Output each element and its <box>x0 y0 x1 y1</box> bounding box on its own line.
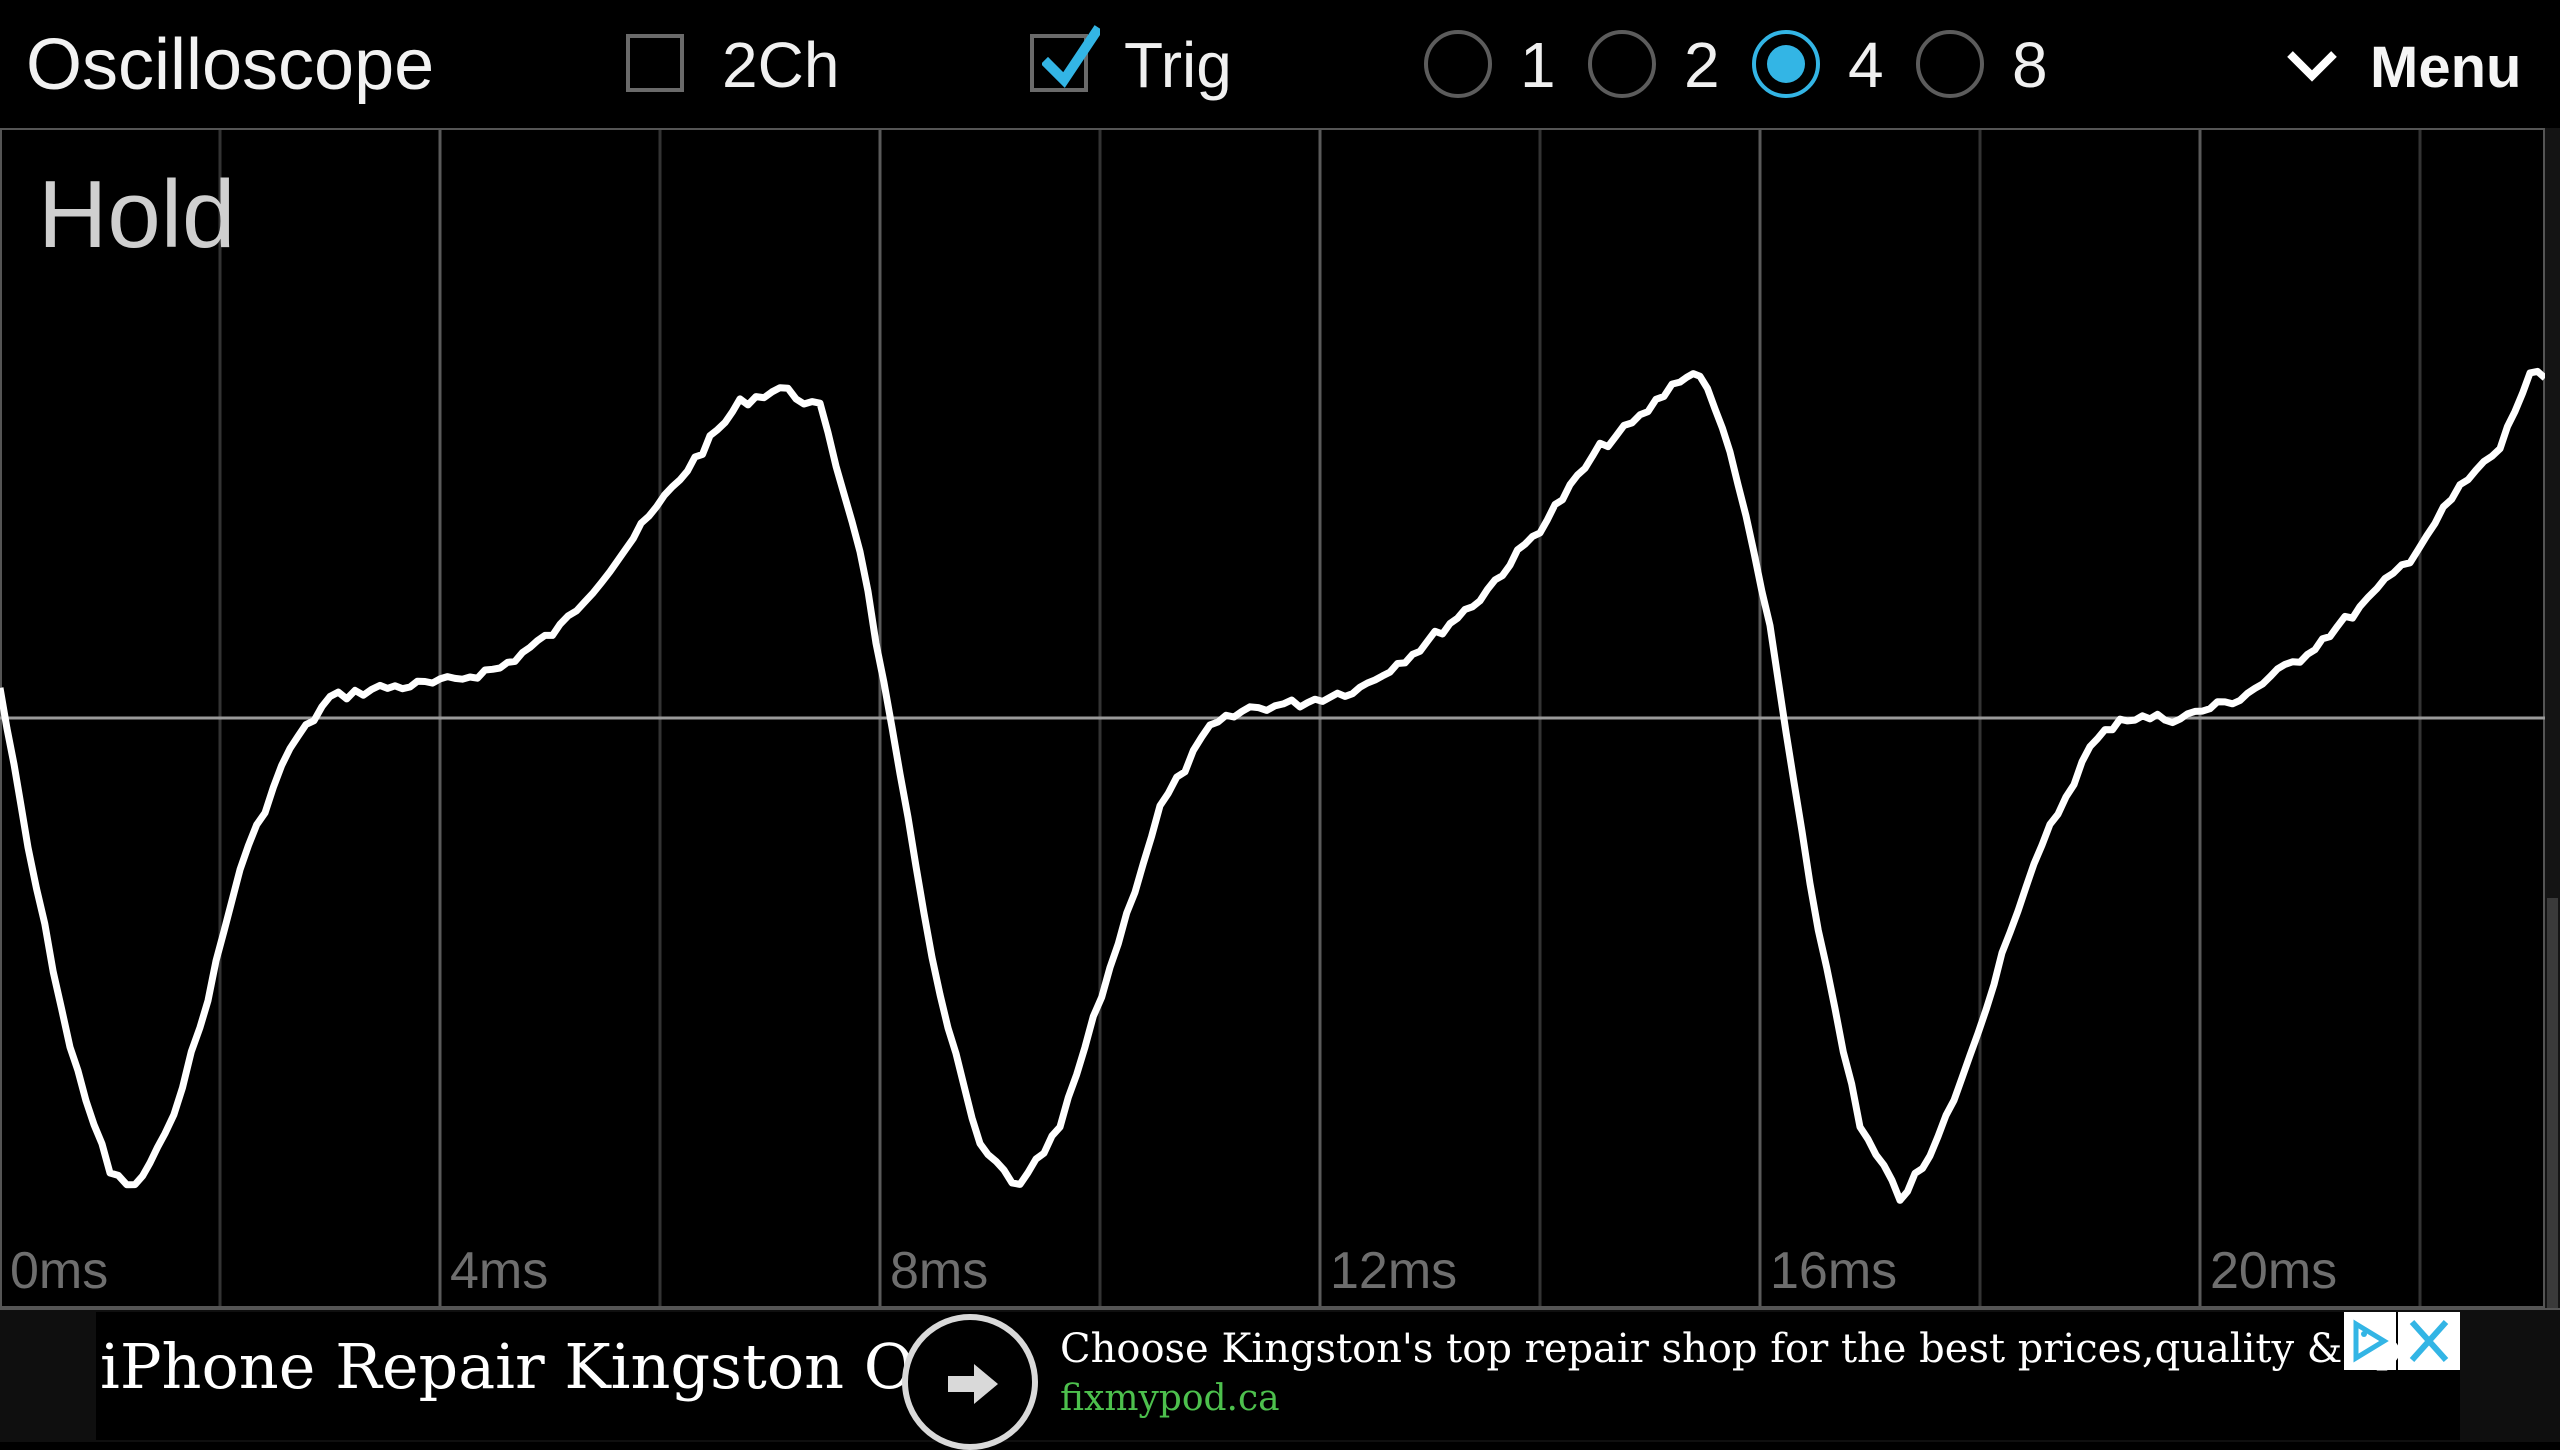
scope-canvas: 0ms 4ms 8ms 12ms 16ms 20ms <box>0 128 2545 1308</box>
menu-label: Menu <box>2370 35 2522 100</box>
arrow-right-icon <box>948 1364 998 1404</box>
scope-display[interactable]: 0ms 4ms 8ms 12ms 16ms 20ms Hold <box>0 128 2545 1308</box>
zoom-label-2[interactable]: 2 <box>1684 29 1720 101</box>
scrollbar[interactable] <box>2545 128 2560 1308</box>
ad-description[interactable]: Choose Kingston's top repair shop for th… <box>1060 1326 2450 1372</box>
time-label: 0ms <box>10 1242 108 1300</box>
zoom-label-8[interactable]: 8 <box>2012 29 2048 101</box>
close-icon[interactable] <box>2398 1312 2460 1370</box>
app-title: Oscilloscope <box>26 25 435 105</box>
menu-dropdown[interactable]: Menu <box>2270 26 2540 106</box>
signal-trace <box>0 367 2545 1204</box>
zoom-radio-1[interactable] <box>1424 30 1492 98</box>
scrollbar-thumb[interactable] <box>2547 898 2558 1308</box>
time-label: 16ms <box>1770 1242 1897 1300</box>
time-label: 20ms <box>2210 1242 2337 1300</box>
top-toolbar: Oscilloscope 2Ch Trig 1 2 4 8 Menu <box>0 0 2560 130</box>
zoom-radio-8[interactable] <box>1916 30 1984 98</box>
ad-choices-icon[interactable] <box>2344 1312 2396 1370</box>
time-label: 4ms <box>450 1242 548 1300</box>
chevron-down-icon <box>2287 51 2337 82</box>
two-channel-checkbox[interactable] <box>626 34 684 92</box>
ad-go-button[interactable] <box>902 1314 1038 1450</box>
zoom-label-4[interactable]: 4 <box>1848 29 1884 101</box>
radio-selected-dot <box>1767 45 1805 83</box>
zoom-radio-4[interactable] <box>1752 30 1820 98</box>
two-channel-label[interactable]: 2Ch <box>722 29 840 101</box>
trigger-checkbox[interactable] <box>1030 25 1100 92</box>
ad-banner[interactable]: iPhone Repair Kingston ON Choose Kingsto… <box>96 1312 2460 1450</box>
ad-banner-container: iPhone Repair Kingston ON Choose Kingsto… <box>0 1308 2560 1450</box>
ad-url[interactable]: fixmypod.ca <box>1060 1378 1280 1419</box>
zoom-label-1[interactable]: 1 <box>1520 29 1556 101</box>
time-label: 8ms <box>890 1242 988 1300</box>
zoom-radio-2[interactable] <box>1588 30 1656 98</box>
checkmark-icon <box>1042 25 1100 88</box>
hold-status: Hold <box>38 161 236 268</box>
time-axis-labels: 0ms 4ms 8ms 12ms 16ms 20ms <box>10 1242 2337 1300</box>
trigger-label[interactable]: Trig <box>1124 29 1232 101</box>
time-label: 12ms <box>1330 1242 1457 1300</box>
ad-title[interactable]: iPhone Repair Kingston ON <box>100 1330 969 1403</box>
